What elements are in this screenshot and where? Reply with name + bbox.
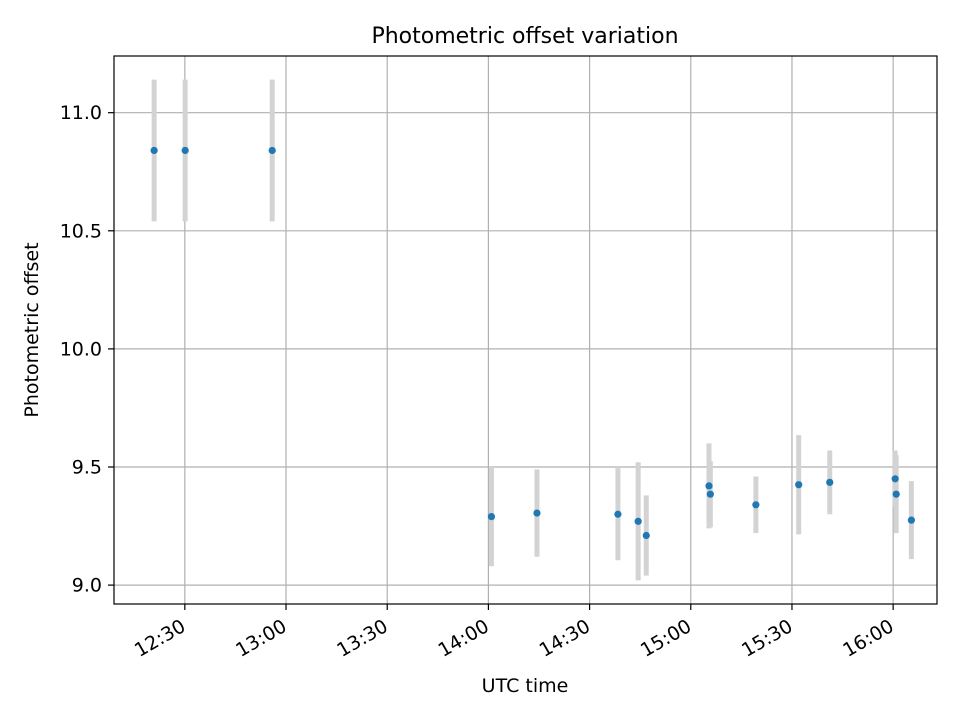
- plot-frame: [113, 55, 938, 605]
- data-point: [634, 517, 642, 525]
- data-point: [705, 482, 713, 490]
- data-point: [891, 475, 899, 483]
- data-point: [614, 510, 622, 518]
- data-point: [826, 478, 834, 486]
- y-tick-label: 9.5: [72, 457, 102, 479]
- data-point: [533, 509, 541, 517]
- data-points: [150, 146, 915, 540]
- data-point: [487, 513, 496, 521]
- y-axis-ticks: 9.0 9.5 10.0 10.5 11.0: [60, 102, 114, 597]
- y-tick-label: 11.0: [60, 102, 102, 124]
- data-point: [892, 490, 900, 498]
- data-point: [181, 146, 189, 155]
- x-axis-label: UTC time: [482, 675, 569, 697]
- data-point: [150, 146, 158, 155]
- y-axis-label: Photometric offset: [21, 242, 43, 417]
- data-point: [752, 501, 760, 509]
- data-point: [268, 146, 276, 155]
- data-point: [795, 481, 803, 489]
- y-tick-label: 9.0: [72, 575, 102, 597]
- data-point: [706, 490, 714, 498]
- chart-title: Photometric offset variation: [371, 24, 678, 49]
- y-tick-label: 10.0: [60, 338, 102, 360]
- data-point: [907, 516, 915, 524]
- data-point: [642, 531, 650, 540]
- y-tick-label: 10.5: [60, 220, 102, 242]
